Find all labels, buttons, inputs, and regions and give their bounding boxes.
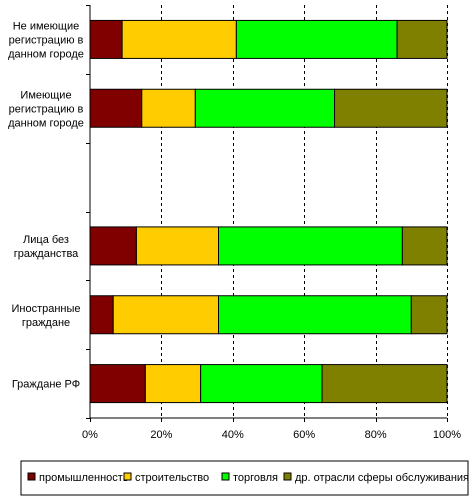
bar-segment <box>89 88 143 128</box>
x-tick-label: 0% <box>82 429 98 441</box>
x-tick-label: 40% <box>222 429 244 441</box>
legend-swatch <box>221 472 230 481</box>
x-tick-label: 60% <box>293 429 315 441</box>
legend-swatch <box>123 472 132 481</box>
category-label: Иностранные граждане <box>11 303 80 329</box>
bar-segment <box>396 19 448 59</box>
legend-swatch <box>283 472 292 481</box>
legend-label: промышленность <box>39 472 129 484</box>
category-labels: Не имеющие регистрацию в данном городе Имею… <box>8 20 84 390</box>
bar-segment <box>144 364 202 404</box>
bar-segment <box>401 226 448 266</box>
bar-segment <box>218 226 403 266</box>
bar-segment <box>89 364 146 404</box>
bar-segment <box>89 295 114 335</box>
legend: промышленность строительство торговля др. о… <box>20 460 469 496</box>
axes <box>86 5 447 419</box>
legend-swatch <box>27 472 36 481</box>
tick-labels: 0% 20% 40% 60% 80% 100% <box>82 418 461 441</box>
bar-segment <box>235 19 398 59</box>
bar-segment <box>121 19 237 59</box>
bar-segment <box>141 88 196 128</box>
category-label: Не имеющие регистрацию в данном городе <box>8 20 84 60</box>
bar-segment <box>194 88 336 128</box>
legend-box <box>20 460 469 496</box>
bar-segment <box>200 364 323 404</box>
legend-label: строительство <box>135 472 209 484</box>
bar-segment <box>89 19 123 59</box>
bar-segment <box>410 295 448 335</box>
bar-segment <box>218 295 412 335</box>
bar-segment <box>334 88 448 128</box>
bar-segment <box>112 295 220 335</box>
x-tick-label: 20% <box>150 429 172 441</box>
bars <box>89 19 448 404</box>
grid-lines <box>161 5 448 418</box>
bar-segment <box>135 226 220 266</box>
category-label: Граждане РФ <box>12 379 80 391</box>
bar-segment <box>321 364 448 404</box>
x-tick-label: 80% <box>365 429 387 441</box>
category-label: Лица без гражданства <box>14 234 79 260</box>
legend-label: торговля <box>233 472 278 484</box>
category-label: Имеющие регистрацию в данном городе <box>8 89 84 129</box>
x-tick-label: 100% <box>433 429 461 441</box>
bar-segment <box>89 226 137 266</box>
legend-label: др. отрасли сферы обслуживания <box>295 472 469 484</box>
